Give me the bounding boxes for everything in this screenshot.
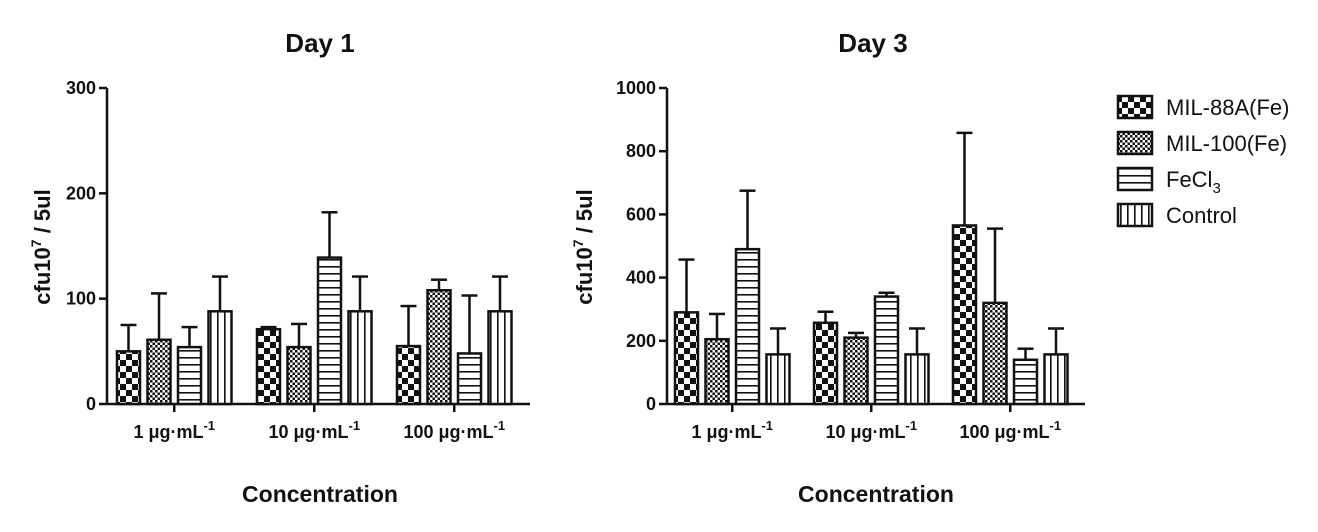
x-tick-label-sup: -1	[348, 418, 360, 433]
legend-label: MIL-88A(Fe)	[1166, 95, 1289, 120]
bar-fecl3	[734, 247, 761, 406]
x-tick-label: 1 μg·mL-1	[133, 418, 215, 442]
y-tick-label: 400	[626, 268, 656, 288]
bar-control	[347, 310, 373, 406]
bar-control	[904, 353, 930, 406]
y-axis-label-suffix: / 5ul	[572, 189, 597, 239]
bar-fecl3	[1012, 358, 1039, 406]
legend-label-text: MIL-88A(Fe)	[1166, 95, 1289, 120]
x-tick-label: 100 μg·mL-1	[959, 418, 1061, 442]
x-axis-label: Concentration	[798, 481, 954, 507]
bar-mil-88a-fe-	[255, 327, 282, 406]
y-axis-label-suffix: / 5ul	[30, 189, 55, 239]
chart-title: Day 3	[838, 28, 907, 58]
legend-label-sub: 3	[1212, 180, 1220, 197]
bar-fecl3	[176, 345, 203, 406]
x-tick-label-text: 10 μg·mL	[268, 422, 348, 442]
bar-mil-88a-fe-	[673, 311, 700, 406]
x-tick-label-sup: -1	[761, 418, 773, 433]
chart-day1: Day 1 cfu107 / 5ul Concentration 0 100 200…	[28, 28, 530, 507]
y-axis-label-text: cfu10	[30, 247, 55, 304]
bar-mil-88a-fe-	[395, 344, 422, 406]
legend-swatch	[1116, 94, 1154, 120]
x-tick-label-text: 10 μg·mL	[825, 422, 905, 442]
x-tick-label-sup: -1	[1049, 418, 1061, 433]
legend-swatch	[1116, 166, 1154, 192]
bar-fecl3	[316, 256, 343, 406]
bar-control	[207, 310, 233, 406]
bar-fecl3	[456, 352, 483, 406]
x-tick-label: 100 μg·mL-1	[403, 418, 505, 442]
chart-title: Day 1	[285, 28, 354, 58]
x-tick-label: 10 μg·mL-1	[268, 418, 360, 442]
bar-mil-100-fe-	[704, 337, 730, 406]
chart-day3: Day 3 cfu107 / 5ul Concentration 0 200 400…	[570, 28, 1085, 507]
bar-control	[765, 353, 791, 406]
x-tick-label-sup: -1	[493, 418, 505, 433]
y-tick-label: 800	[626, 141, 656, 161]
y-tick-label: 600	[626, 204, 656, 224]
bar-mil-88a-fe-	[812, 321, 839, 406]
legend-swatch	[1116, 202, 1154, 228]
y-tick-label: 100	[66, 289, 96, 309]
bar-mil-100-fe-	[286, 345, 312, 406]
legend-label-text: MIL-100(Fe)	[1166, 131, 1287, 156]
y-axis-label: cfu107 / 5ul	[570, 189, 597, 304]
bar-control	[1043, 353, 1069, 406]
legend-label-text: FeCl	[1166, 167, 1212, 192]
x-tick-label: 10 μg·mL-1	[825, 418, 917, 442]
bar-mil-100-fe-	[146, 338, 172, 406]
legend: MIL-88A(Fe) MIL-100(Fe) FeCl3 Control	[1116, 94, 1289, 228]
bar-mil-100-fe-	[982, 301, 1008, 406]
x-tick-label: 1 μg·mL-1	[691, 418, 773, 442]
y-tick-label: 200	[626, 331, 656, 351]
legend-swatch	[1116, 130, 1154, 156]
y-axis-label: cfu107 / 5ul	[28, 189, 55, 304]
x-tick-label-text: 1 μg·mL	[691, 422, 761, 442]
legend-label: MIL-100(Fe)	[1166, 131, 1287, 156]
x-tick-label-text: 100 μg·mL	[959, 422, 1049, 442]
y-tick-label: 1000	[616, 78, 656, 98]
legend-label: Control	[1166, 203, 1237, 228]
bar-mil-88a-fe-	[115, 350, 142, 406]
y-tick-label: 200	[66, 183, 96, 203]
x-axis-label: Concentration	[242, 481, 398, 507]
y-tick-label: 0	[646, 394, 656, 414]
x-tick-label-sup: -1	[203, 418, 215, 433]
bar-mil-100-fe-	[426, 288, 452, 406]
x-tick-label-sup: -1	[905, 418, 917, 433]
legend-label: FeCl3	[1166, 167, 1221, 197]
y-axis-label-sup: 7	[28, 239, 44, 247]
bar-mil-88a-fe-	[951, 224, 978, 406]
y-axis-label-text: cfu10	[572, 247, 597, 304]
y-tick-label: 0	[86, 394, 96, 414]
y-tick-label: 300	[66, 78, 96, 98]
x-tick-label-text: 100 μg·mL	[403, 422, 493, 442]
legend-label-text: Control	[1166, 203, 1237, 228]
x-tick-label-text: 1 μg·mL	[133, 422, 203, 442]
bar-control	[487, 310, 513, 406]
y-axis-label-sup: 7	[570, 239, 586, 247]
bar-mil-100-fe-	[843, 336, 869, 406]
bar-fecl3	[873, 295, 900, 406]
